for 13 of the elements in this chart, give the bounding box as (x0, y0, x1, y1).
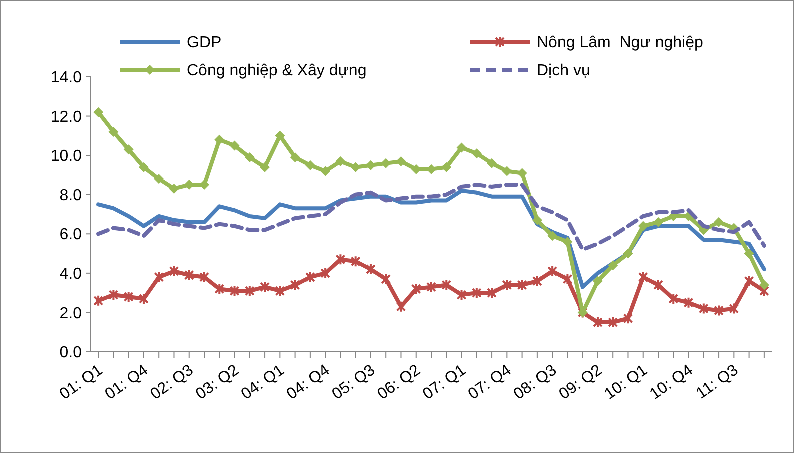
y-tick-label: 0.0 (60, 344, 82, 362)
y-tick-label: 4.0 (60, 266, 82, 284)
y-tick-label: 10.0 (50, 148, 82, 166)
y-tick-label: 2.0 (60, 305, 82, 322)
y-tick-label: 14.0 (50, 70, 82, 87)
legend-label: Dịch vụ (537, 62, 590, 80)
y-tick-label: 12.0 (50, 108, 82, 126)
legend-label: Công nghiệp & Xây dựng (187, 62, 367, 80)
legend-label: Nông Lâm Ngư nghiệp (537, 34, 704, 52)
y-tick-label: 8.0 (60, 187, 82, 204)
legend-label: GDP (187, 34, 222, 52)
y-tick-label: 6.0 (60, 226, 82, 244)
x-tick-label: 11: Q3 (694, 362, 742, 403)
